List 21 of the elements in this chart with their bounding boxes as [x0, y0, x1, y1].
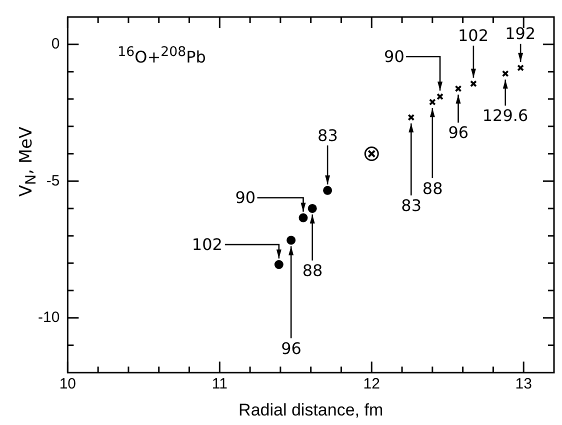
- annotation: 83: [318, 126, 338, 145]
- annotation: 96: [448, 123, 469, 142]
- annotation: 90: [235, 188, 256, 208]
- x-tick-label: 10: [59, 376, 76, 393]
- annotation: 96: [281, 338, 302, 358]
- annotation: 88: [302, 260, 323, 280]
- annotation: 129.6: [482, 106, 528, 126]
- x-tick-label: 11: [212, 376, 228, 393]
- annotation: 83: [401, 196, 422, 215]
- x-axis-title: Radial distance, fm: [238, 400, 384, 420]
- x-tick-label: 12: [363, 376, 380, 393]
- annotation: 192: [505, 24, 536, 44]
- annotation: 102: [192, 235, 222, 254]
- annotation: $^{16}$O+$^{208}$Pb: [118, 45, 206, 66]
- annotation: 90: [384, 47, 404, 66]
- y-tick-label: -5: [46, 172, 60, 190]
- y-tick-label: -10: [38, 309, 60, 326]
- annotation: 102: [458, 26, 488, 46]
- x-tick-label: 13: [515, 376, 532, 393]
- annotation: 88: [422, 178, 443, 198]
- y-tick-label: 0: [51, 35, 60, 52]
